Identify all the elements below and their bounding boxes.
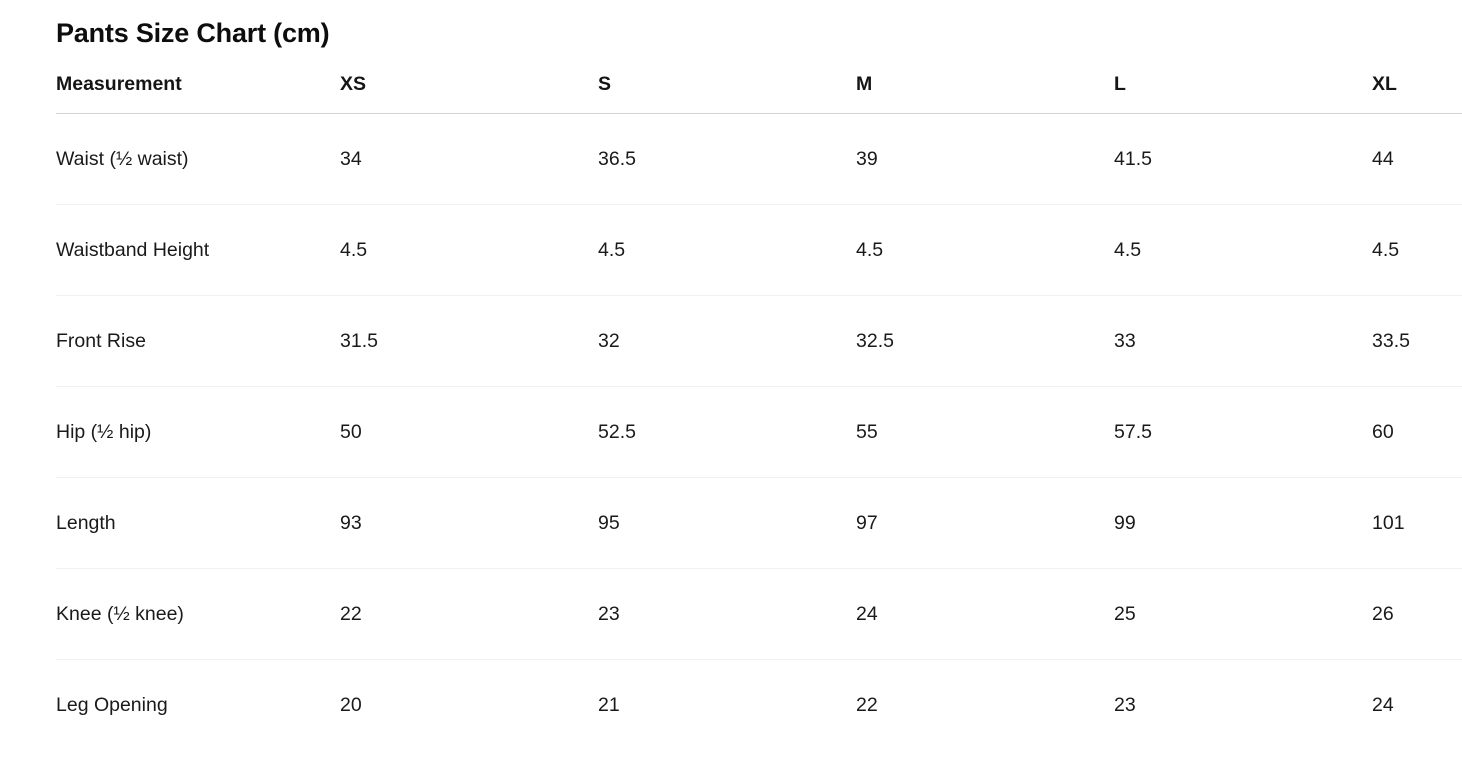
cell-s: 23 bbox=[598, 568, 856, 660]
cell-xl: 26 bbox=[1372, 568, 1462, 660]
cell-xl: 44 bbox=[1372, 113, 1462, 205]
column-header-s: S bbox=[598, 73, 856, 114]
row-label: Leg Opening bbox=[56, 693, 168, 716]
table-header: Measurement XS S M L XL bbox=[56, 73, 1462, 114]
table-row: Waist (½ waist) 34 36.5 39 41.5 44 bbox=[56, 113, 1462, 205]
cell-m: 55 bbox=[856, 386, 1114, 478]
size-chart-table: Measurement XS S M L XL Waist (½ waist) … bbox=[56, 73, 1462, 750]
column-header-l: L bbox=[1114, 73, 1372, 114]
row-label: Waist (½ waist) bbox=[56, 113, 340, 205]
cell-l: 4.5 bbox=[1114, 204, 1372, 296]
cell-m: 39 bbox=[856, 113, 1114, 205]
table-body: Waist (½ waist) 34 36.5 39 41.5 44 Waist… bbox=[56, 113, 1462, 751]
cell-l: 57.5 bbox=[1114, 386, 1372, 478]
cell-xs: 50 bbox=[340, 386, 598, 478]
cell-xl: 4.5 bbox=[1372, 204, 1462, 296]
row-label: Length bbox=[56, 477, 340, 569]
cell-l: 23 bbox=[1114, 693, 1136, 716]
cell-xs: 22 bbox=[340, 568, 598, 660]
row-label: Waistband Height bbox=[56, 204, 340, 296]
cell-l: 25 bbox=[1114, 568, 1372, 660]
cell-xs: 20 bbox=[340, 693, 362, 716]
column-header-xl: XL bbox=[1372, 73, 1462, 114]
cell-s: 36.5 bbox=[598, 113, 856, 205]
cell-m: 24 bbox=[856, 568, 1114, 660]
column-header-measurement: Measurement bbox=[56, 73, 340, 114]
table-row: Knee (½ knee) 22 23 24 25 26 bbox=[56, 568, 1462, 660]
cell-l: 99 bbox=[1114, 477, 1372, 569]
cell-m: 97 bbox=[856, 477, 1114, 569]
cell-l: 33 bbox=[1114, 295, 1372, 387]
cell-xl: 60 bbox=[1372, 386, 1462, 478]
cell-xs: 4.5 bbox=[340, 204, 598, 296]
cell-xs: 34 bbox=[340, 113, 598, 205]
cell-m: 32.5 bbox=[856, 295, 1114, 387]
table-row: Hip (½ hip) 50 52.5 55 57.5 60 bbox=[56, 386, 1462, 478]
column-header-m: M bbox=[856, 73, 1114, 114]
row-label: Knee (½ knee) bbox=[56, 568, 340, 660]
row-label: Front Rise bbox=[56, 295, 340, 387]
cell-xl: 24 bbox=[1372, 693, 1394, 716]
cell-s: 32 bbox=[598, 295, 856, 387]
table-row: Waistband Height 4.5 4.5 4.5 4.5 4.5 bbox=[56, 204, 1462, 296]
table-row: Length 93 95 97 99 101 bbox=[56, 477, 1462, 569]
cell-xl: 33.5 bbox=[1372, 295, 1462, 387]
row-label: Hip (½ hip) bbox=[56, 386, 340, 478]
column-header-xs: XS bbox=[340, 73, 598, 114]
cell-xs: 31.5 bbox=[340, 295, 598, 387]
cell-s: 4.5 bbox=[598, 204, 856, 296]
cell-s: 95 bbox=[598, 477, 856, 569]
cell-xl: 101 bbox=[1372, 477, 1462, 569]
table-row: Front Rise 31.5 32 32.5 33 33.5 bbox=[56, 295, 1462, 387]
cell-m: 4.5 bbox=[856, 204, 1114, 296]
cell-m: 22 bbox=[856, 693, 878, 716]
cell-s: 52.5 bbox=[598, 386, 856, 478]
table-header-row: Measurement XS S M L XL bbox=[56, 73, 1462, 114]
cell-s: 21 bbox=[598, 693, 620, 716]
cell-xs: 93 bbox=[340, 477, 598, 569]
page-title: Pants Size Chart (cm) bbox=[56, 18, 330, 48]
table-row: Leg Opening 20 21 22 23 24 bbox=[56, 660, 1462, 751]
cell-l: 41.5 bbox=[1114, 113, 1372, 205]
